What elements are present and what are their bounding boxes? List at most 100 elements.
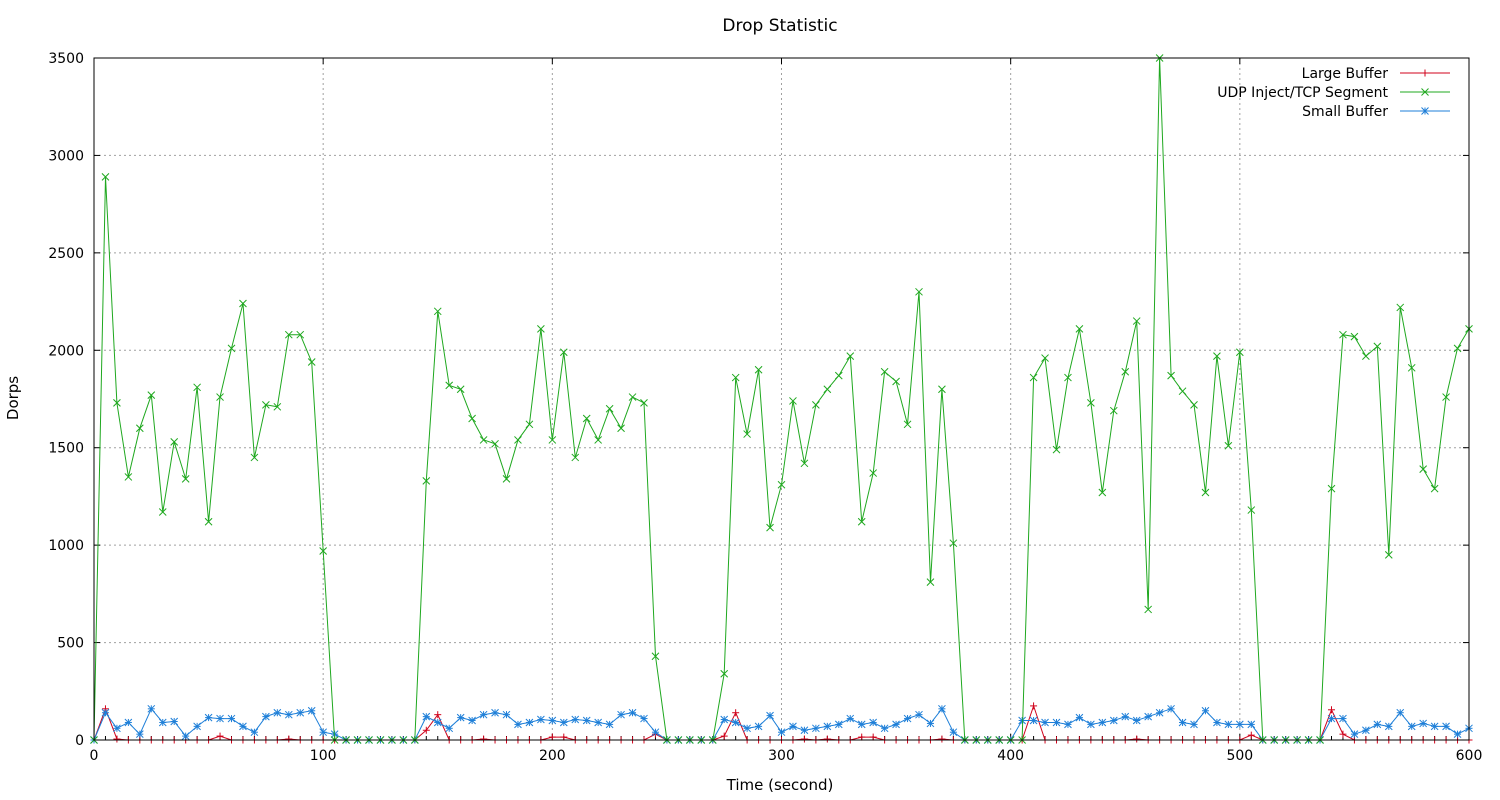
- data-point: [720, 669, 729, 678]
- data-point: [731, 373, 740, 382]
- data-point: [617, 424, 625, 433]
- data-point: [1396, 303, 1405, 312]
- legend-label: Small Buffer: [1302, 104, 1388, 120]
- data-point: [124, 473, 133, 481]
- y-tick-label: 500: [57, 636, 84, 652]
- data-point: [193, 722, 201, 731]
- data-point: [479, 710, 488, 719]
- data-point: [285, 735, 293, 743]
- data-point: [1339, 330, 1347, 339]
- data-point: [422, 726, 430, 734]
- data-point: [422, 712, 431, 721]
- data-point: [582, 716, 591, 725]
- legend-item: Small Buffer: [1302, 104, 1450, 120]
- data-point: [926, 719, 935, 728]
- data-point: [800, 459, 809, 468]
- data-point: [559, 718, 568, 727]
- y-tick-label: 0: [75, 733, 84, 749]
- data-point: [1247, 720, 1256, 729]
- data-point: [491, 439, 499, 448]
- data-point: [273, 708, 282, 717]
- data-point: [605, 404, 614, 413]
- data-point: [731, 718, 740, 727]
- data-point: [1052, 718, 1061, 727]
- x-tick-label: 400: [997, 748, 1024, 764]
- data-point: [571, 715, 580, 724]
- data-point: [880, 724, 889, 733]
- data-point: [319, 547, 328, 555]
- chart-title: Drop Statistic: [722, 16, 837, 36]
- plot-frame: [93, 57, 1470, 741]
- data-point: [1098, 718, 1107, 727]
- legend-label: Large Buffer: [1302, 66, 1389, 82]
- legend-marker: [1421, 107, 1429, 115]
- data-point: [181, 732, 190, 740]
- data-point: [1109, 716, 1118, 725]
- data-point: [823, 735, 831, 743]
- data-point: [1384, 551, 1393, 559]
- data-point: [560, 733, 568, 741]
- data-point: [1419, 465, 1428, 474]
- data-point: [445, 724, 454, 733]
- data-point: [1453, 730, 1462, 739]
- legend: Large Buffer UDP Inject/TCP Segment Small …: [1217, 66, 1450, 120]
- data-point: [1235, 348, 1244, 357]
- data-point: [777, 728, 786, 737]
- data-point: [880, 367, 889, 376]
- data-point: [307, 706, 316, 715]
- data-point: [1075, 324, 1084, 333]
- data-point: [239, 722, 247, 731]
- data-point: [754, 365, 763, 374]
- data-point: [720, 732, 728, 740]
- data-point: [1339, 714, 1347, 723]
- data-point: [789, 722, 797, 731]
- data-point: [548, 733, 556, 741]
- data-point: [1155, 708, 1164, 717]
- data-point: [869, 469, 878, 477]
- data-point: [445, 381, 454, 390]
- data-point: [1029, 716, 1038, 725]
- data-point: [938, 735, 946, 743]
- data-point: [1075, 713, 1084, 722]
- data-point: [628, 393, 637, 401]
- data-point: [113, 399, 121, 407]
- data-point: [262, 400, 270, 409]
- data-point: [101, 708, 110, 717]
- data-point: [1132, 716, 1141, 725]
- data-point: [594, 718, 603, 727]
- data-point: [1178, 718, 1187, 727]
- data-point: [1350, 332, 1359, 341]
- data-point: [502, 710, 511, 719]
- data-point: [296, 330, 305, 339]
- data-point: [548, 716, 557, 725]
- data-point: [892, 377, 900, 386]
- data-point: [640, 399, 648, 407]
- data-point: [1224, 441, 1233, 450]
- data-point: [812, 724, 820, 733]
- data-point: [1087, 399, 1095, 407]
- data-point: [1030, 702, 1038, 710]
- data-point: [434, 711, 442, 719]
- data-point: [1109, 406, 1118, 415]
- data-point: [640, 714, 648, 723]
- data-point: [548, 436, 557, 444]
- data-point: [135, 424, 144, 433]
- data-point: [949, 728, 958, 737]
- data-point: [262, 712, 270, 721]
- data-point: [284, 330, 293, 339]
- x-tick-label: 300: [768, 748, 795, 764]
- data-point: [273, 402, 282, 411]
- data-point: [158, 718, 167, 727]
- data-point: [857, 517, 866, 526]
- data-point: [903, 714, 912, 723]
- data-point: [525, 718, 534, 727]
- data-point: [938, 704, 946, 713]
- data-point: [147, 704, 156, 713]
- data-point: [319, 728, 328, 737]
- data-point: [1213, 718, 1221, 727]
- data-point: [743, 430, 751, 438]
- data-point: [1339, 730, 1347, 738]
- data-point: [147, 391, 156, 399]
- data-point: [789, 397, 797, 405]
